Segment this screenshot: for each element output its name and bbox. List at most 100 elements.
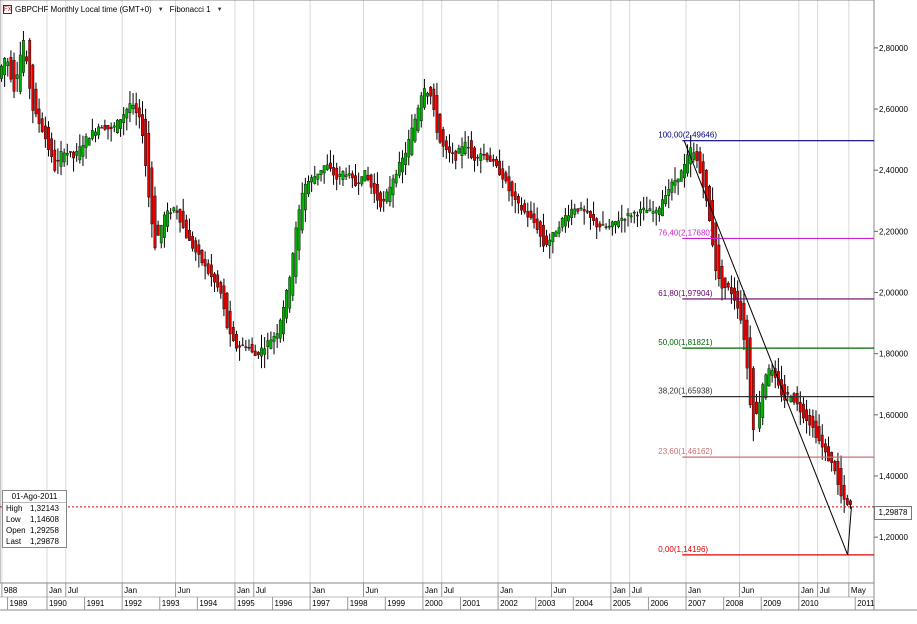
- candle-body: [679, 170, 683, 182]
- chart-icon[interactable]: FX: [3, 5, 12, 14]
- candle-body: [22, 40, 25, 73]
- candle-body: [266, 340, 270, 348]
- fib-level-label: 76,40(2,17680): [658, 228, 713, 237]
- info-value: 1,29258: [30, 526, 59, 535]
- info-label: Open: [6, 526, 26, 535]
- candle-body: [723, 277, 727, 288]
- candle-body: [316, 173, 320, 180]
- candle-body: [595, 218, 599, 228]
- candle-body: [184, 219, 188, 239]
- candle-body: [419, 95, 423, 122]
- candle-body: [303, 183, 307, 211]
- candle-body: [751, 368, 755, 430]
- candle-body: [291, 253, 295, 296]
- month-tick-label: Jun: [178, 586, 191, 595]
- candle-body: [451, 152, 455, 154]
- candle-body: [423, 88, 426, 108]
- candle-body: [385, 191, 389, 202]
- candle-body: [758, 402, 761, 429]
- candle-body: [504, 172, 508, 182]
- candle-body: [388, 186, 392, 202]
- candle-body: [466, 146, 470, 149]
- candle-body: [354, 175, 357, 186]
- candle-body: [473, 147, 476, 161]
- month-tick-label: Jan: [801, 586, 814, 595]
- candle-body: [429, 86, 433, 97]
- grid-lines: [1, 0, 850, 583]
- year-tick-label: 2003: [538, 599, 556, 608]
- chart-toolbar: FX GBPCHF Monthly Local time (GMT+0) ▼ F…: [3, 3, 226, 16]
- candle-body: [225, 292, 229, 328]
- symbol-title: GBPCHF Monthly Local time (GMT+0): [15, 5, 152, 14]
- candle-body: [485, 153, 489, 161]
- candle-body: [269, 339, 273, 349]
- info-row-last: Last 1,29878: [3, 536, 66, 547]
- candle-body: [676, 178, 680, 183]
- candle-body: [654, 209, 658, 214]
- candle-body: [510, 181, 514, 197]
- year-tick-label: 2005: [613, 599, 631, 608]
- candle-body: [582, 209, 586, 212]
- candle-body: [632, 212, 636, 214]
- month-tick-label: Jul: [68, 586, 78, 595]
- candle-body: [642, 207, 646, 211]
- candle-body: [664, 195, 668, 205]
- candle-body: [56, 159, 60, 162]
- trend-line-end: [847, 506, 852, 555]
- trend-line-diagonal: [683, 140, 849, 556]
- symbol-dropdown-icon[interactable]: ▼: [157, 6, 164, 13]
- candle-body: [166, 210, 169, 227]
- candle-body: [94, 131, 97, 136]
- candle-body: [432, 88, 436, 110]
- year-tick-label: 1996: [275, 599, 293, 608]
- candle-body: [444, 140, 448, 150]
- month-tick-label: Jan: [500, 586, 513, 595]
- candle-body: [617, 220, 621, 227]
- fibonacci-levels[interactable]: 100,00(2,49646) 76,40(2,17680) 61,80(1,979…: [0, 131, 874, 556]
- candle-body: [498, 160, 501, 176]
- candle-body: [745, 319, 749, 369]
- candle-body: [576, 208, 580, 212]
- candle-body: [507, 176, 511, 192]
- candle-body: [645, 210, 649, 214]
- month-tick-label: Jan: [124, 586, 137, 595]
- candle-body: [704, 169, 708, 201]
- candle-body: [532, 213, 536, 223]
- fibonacci-trend-line[interactable]: [683, 140, 852, 556]
- candle-body: [548, 239, 552, 246]
- candle-body: [802, 403, 805, 419]
- candle-body: [667, 188, 671, 196]
- candle-body: [125, 108, 129, 119]
- candle-body: [592, 214, 595, 221]
- candle-body: [410, 127, 414, 155]
- candle-body: [9, 57, 13, 80]
- indicator-dropdown-icon[interactable]: ▼: [216, 6, 223, 13]
- candle-body: [501, 168, 505, 180]
- candle-body: [31, 64, 35, 111]
- year-tick-label: 2004: [575, 599, 593, 608]
- candle-body: [570, 208, 574, 218]
- candle-body: [648, 208, 652, 211]
- candle-body: [162, 214, 166, 238]
- candle-body: [263, 348, 267, 355]
- candle-body: [589, 210, 592, 218]
- candle-body: [65, 153, 69, 156]
- fib-level-label: 0,00(1,14196): [658, 545, 708, 554]
- candle-body: [15, 74, 19, 79]
- candle-body: [244, 346, 248, 348]
- candle-body: [407, 139, 411, 158]
- year-tick-label: 1993: [162, 599, 180, 608]
- candle-body: [379, 192, 382, 208]
- candle-body: [482, 154, 486, 156]
- candle-body: [817, 426, 821, 442]
- candle-body: [238, 345, 241, 348]
- month-tick-label: Jan: [425, 586, 438, 595]
- candle-body: [488, 155, 492, 162]
- candle-body: [332, 167, 335, 176]
- month-tick-label: Jan: [49, 586, 62, 595]
- candle-body: [764, 374, 768, 398]
- candle-body: [6, 61, 10, 67]
- candle-body: [112, 125, 116, 128]
- candle-body: [272, 335, 276, 342]
